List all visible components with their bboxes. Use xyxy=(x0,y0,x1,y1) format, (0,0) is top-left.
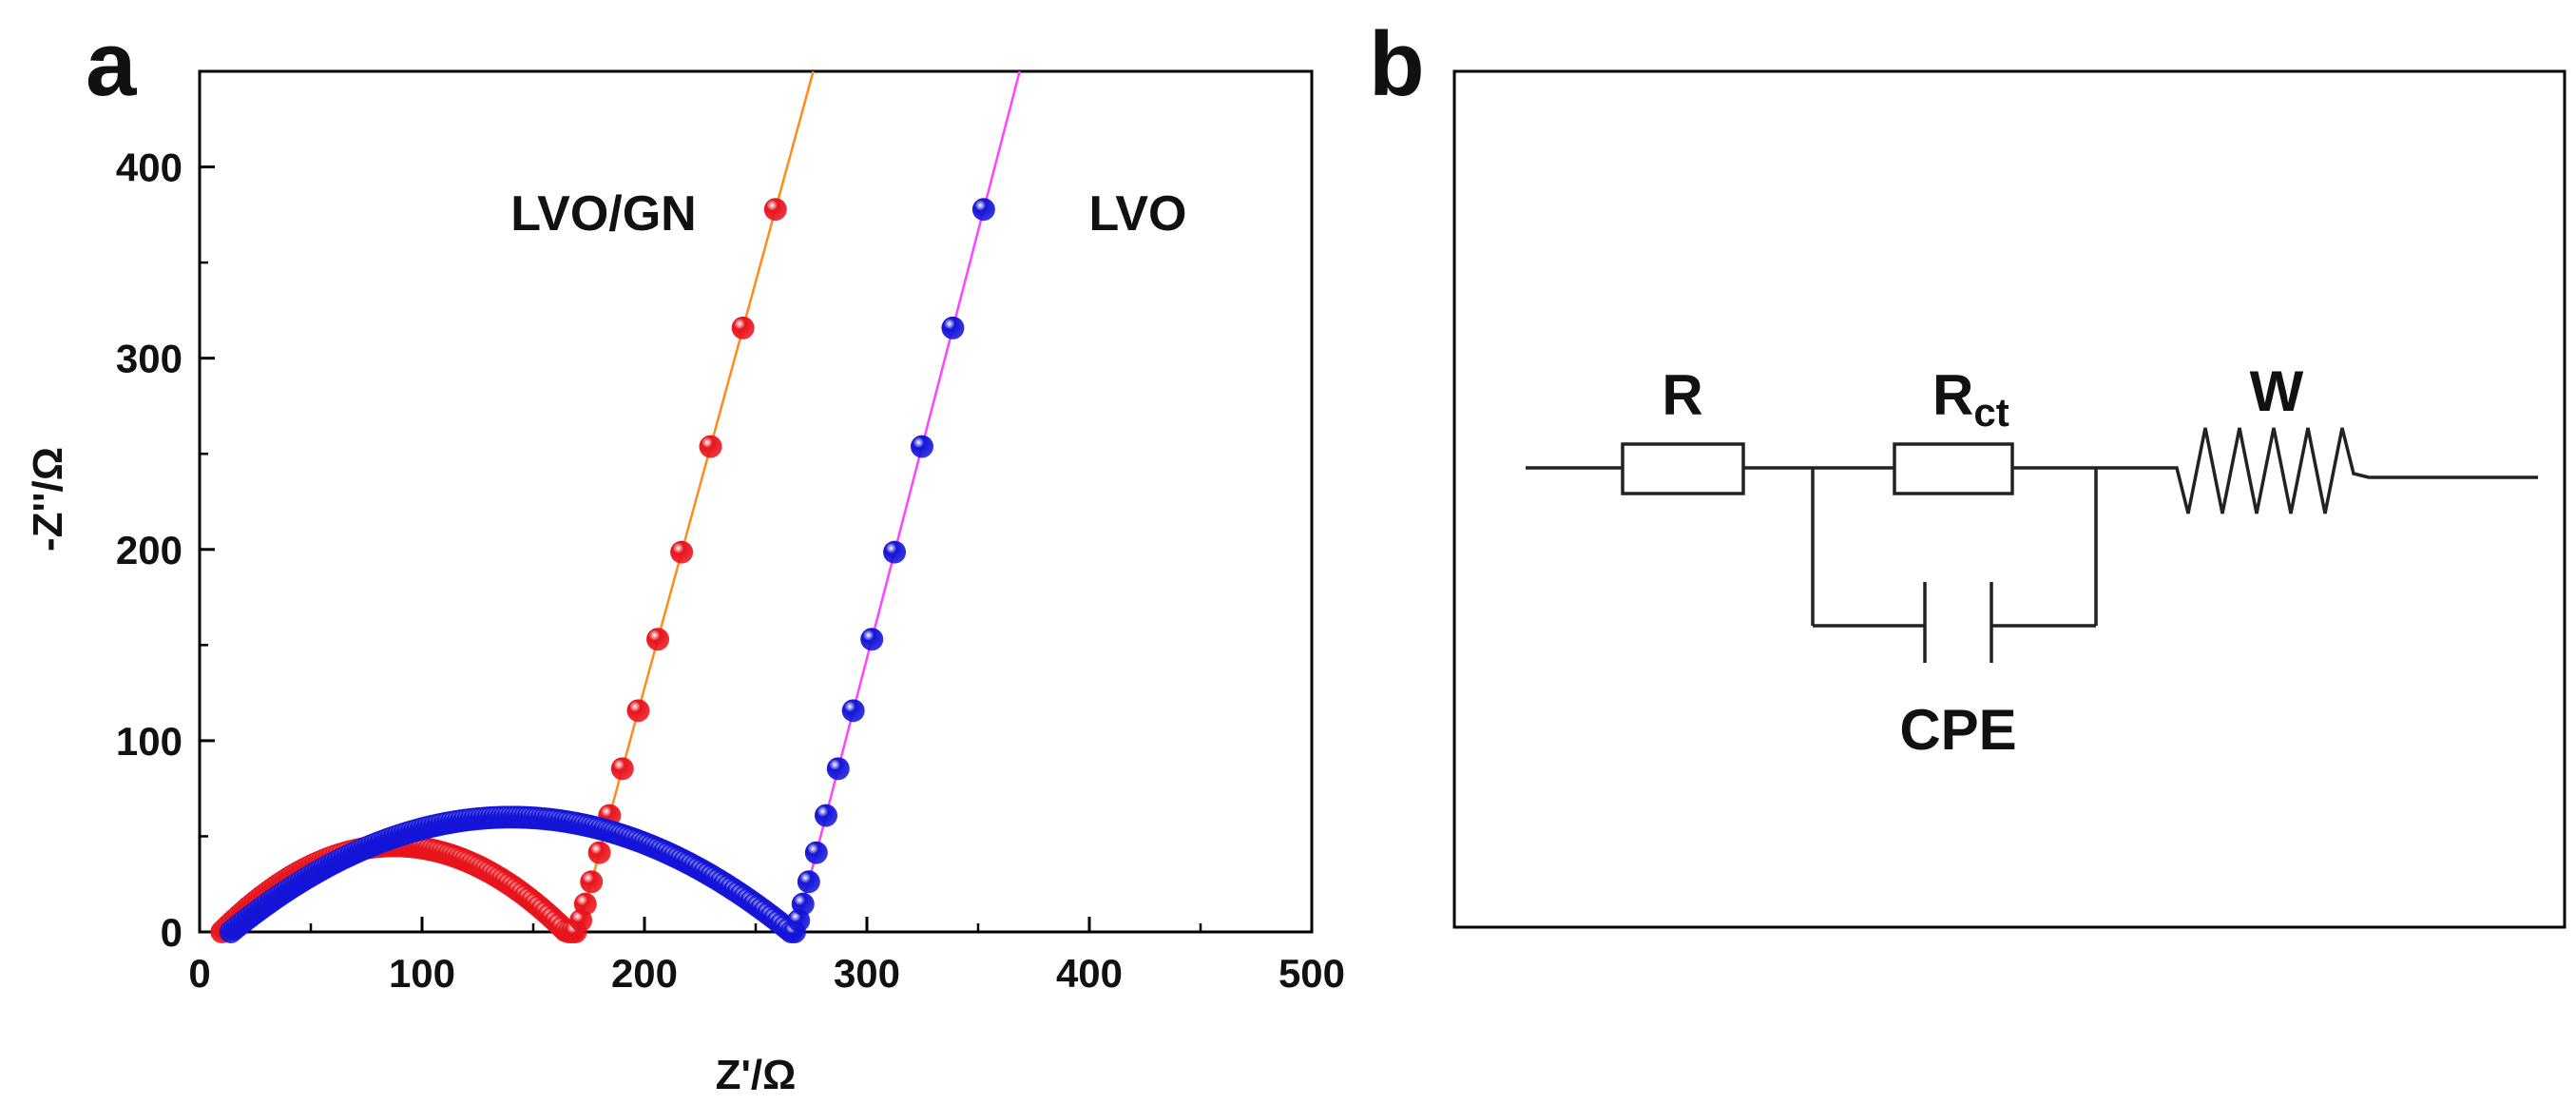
label-cpe: CPE xyxy=(1899,698,2016,762)
data-point xyxy=(883,540,907,564)
data-point xyxy=(763,198,787,222)
label-w: W xyxy=(2250,359,2304,423)
data-point xyxy=(731,316,755,339)
y-tick-label: 300 xyxy=(116,337,183,381)
y-tick-label: 200 xyxy=(116,528,183,572)
data-point xyxy=(670,540,694,564)
data-point xyxy=(841,699,865,723)
data-point xyxy=(860,628,884,651)
x-tick-label: 100 xyxy=(389,951,455,996)
data-point xyxy=(791,892,815,916)
data-point xyxy=(646,628,670,651)
x-tick-label: 400 xyxy=(1056,951,1123,996)
data-point xyxy=(587,841,611,864)
y-axis-ticks: 0 100 200 300 400 xyxy=(116,145,215,955)
label-r: R xyxy=(1662,363,1702,427)
data-point xyxy=(804,841,828,864)
data-point xyxy=(971,198,995,222)
data-point xyxy=(814,804,837,827)
y-tick-label: 100 xyxy=(116,719,183,764)
circuit-frame xyxy=(1452,69,2566,929)
x-axis-ticks: 0 100 200 300 400 500 xyxy=(188,917,1345,996)
plot-area: 0 100 200 300 400 500 0 100 200 300 400 xyxy=(116,69,1345,996)
x-axis-label: Z'/Ω xyxy=(716,1052,797,1098)
series-label-lvo-gn: LVO/GN xyxy=(510,186,696,242)
data-point xyxy=(580,870,604,894)
data-point xyxy=(699,435,722,458)
equivalent-circuit xyxy=(1526,427,2538,663)
x-tick-label: 500 xyxy=(1278,951,1345,996)
label-rct-main: R xyxy=(1932,363,1973,427)
resistor-r xyxy=(1621,442,1745,495)
data-point xyxy=(626,699,650,723)
x-tick-label: 300 xyxy=(834,951,900,996)
data-point xyxy=(941,316,965,339)
y-tick-label: 0 xyxy=(161,910,183,955)
data-point xyxy=(573,892,597,916)
resistor-rct xyxy=(1893,442,2014,495)
data-point xyxy=(610,757,634,781)
series-label-lvo: LVO xyxy=(1088,186,1186,242)
y-tick-label: 400 xyxy=(116,145,183,190)
data-point xyxy=(910,435,933,458)
x-tick-label: 200 xyxy=(611,951,678,996)
x-tick-label: 0 xyxy=(188,951,210,996)
label-rct: Rct xyxy=(1932,363,2009,435)
y-axis-label: -Z''/Ω xyxy=(25,447,71,552)
panel-b: b R Rct W CPE xyxy=(1369,13,2566,929)
data-point xyxy=(797,870,820,894)
panel-a-label: a xyxy=(86,13,137,115)
warburg-element xyxy=(2096,427,2538,514)
label-rct-sub: ct xyxy=(1973,390,2009,435)
data-point xyxy=(826,757,850,781)
panel-b-label: b xyxy=(1369,13,1425,115)
data-points xyxy=(210,198,995,943)
